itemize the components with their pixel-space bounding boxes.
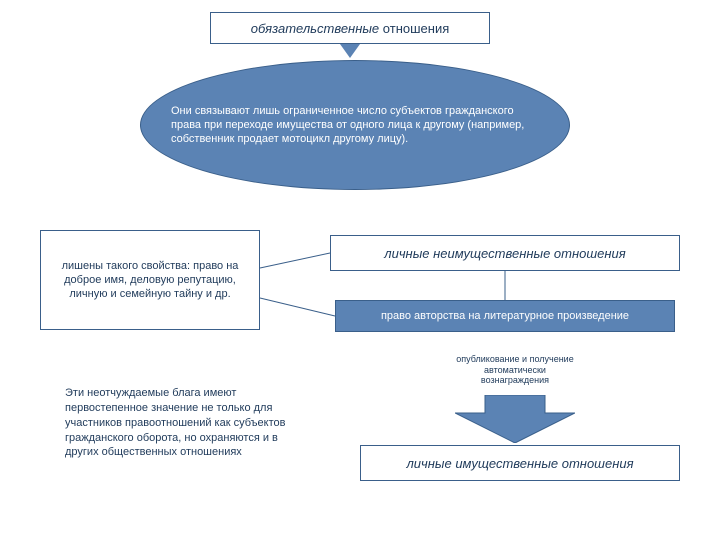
left-box-property: лишены такого свойства: право на доброе … <box>40 230 260 330</box>
right-box-publication: опубликование и получение автоматически … <box>440 340 590 400</box>
title-box: обязательственные отношения <box>210 12 490 44</box>
arrow-big-down <box>455 395 575 443</box>
title-text: обязательственные отношения <box>251 21 450 36</box>
right-box-authorship: право авторства на литературное произвед… <box>335 300 675 332</box>
ellipse-text: Они связывают лишь ограниченное число су… <box>171 104 539 147</box>
left2-text: Эти неотчуждаемые блага имеют первостепе… <box>65 386 295 460</box>
arrow-title-to-ellipse <box>340 44 360 58</box>
right-box-property: личные имущественные отношения <box>360 445 680 481</box>
right2-text: право авторства на литературное произвед… <box>381 310 629 322</box>
left1-text: лишены такого свойства: право на доброе … <box>51 259 249 302</box>
main-ellipse: Они связывают лишь ограниченное число су… <box>140 60 570 190</box>
right3-text: опубликование и получение автоматически … <box>450 354 580 386</box>
right4-text: личные имущественные отношения <box>406 456 633 471</box>
right-box-nonproperty: личные неимущественные отношения <box>330 235 680 271</box>
left-box-explanation: Эти неотчуждаемые блага имеют первостепе… <box>55 380 305 510</box>
right1-text: личные неимущественные отношения <box>384 246 625 261</box>
